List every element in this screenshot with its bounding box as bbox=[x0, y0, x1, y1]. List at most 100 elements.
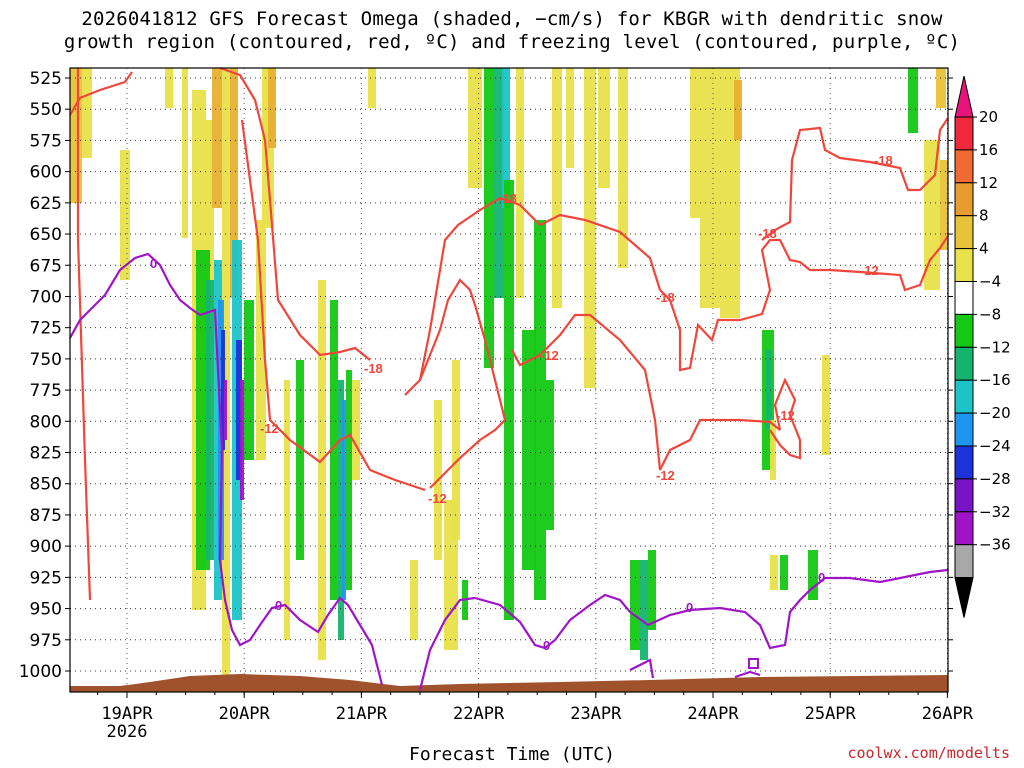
omega-patch-46 bbox=[552, 68, 562, 308]
y-tick-label-1000: 1000 bbox=[19, 662, 62, 682]
omega-patch-8 bbox=[222, 68, 230, 688]
dgz-contour-9 bbox=[761, 117, 949, 241]
dgz-contour-7 bbox=[659, 418, 781, 471]
y-tick-label-850: 850 bbox=[30, 475, 62, 495]
omega-patch-60 bbox=[770, 420, 776, 480]
omega-patch-1 bbox=[82, 68, 92, 158]
chart-title-line-1: 2026041812 GFS Forecast Omega (shaded, −… bbox=[81, 8, 943, 30]
y-tick-label-575: 575 bbox=[30, 131, 62, 151]
colorbar-segment-8 bbox=[954, 379, 974, 414]
colorbar-label-0: 20 bbox=[979, 108, 998, 126]
y-tick-label-975: 975 bbox=[30, 631, 62, 651]
colorbar: 20 16 12 8 4 −4 −8 −12 −16 −20 −24 −28 −32 −36 bbox=[954, 75, 1011, 618]
ground-terrain bbox=[70, 674, 948, 692]
omega-patch-28 bbox=[342, 400, 346, 600]
freezing-contour-2 bbox=[418, 568, 949, 691]
omega-patch-55 bbox=[700, 68, 720, 308]
contour-label-10: -12 bbox=[860, 263, 879, 278]
colorbar-segment-7 bbox=[954, 346, 974, 381]
freezing-contour-box bbox=[748, 658, 759, 669]
y-tick-label-675: 675 bbox=[30, 256, 62, 276]
y-tick-label-525: 525 bbox=[30, 69, 62, 89]
site-credit: coolwx.com/modelts bbox=[847, 744, 1010, 762]
omega-patch-47 bbox=[566, 68, 574, 168]
contour-label-6: -12 bbox=[428, 491, 447, 506]
dgz-contour-5 bbox=[418, 196, 662, 381]
contour-lines: -18 -18 -18 -18 -18 -12 -12 -12 -12 -12 -12 0 0 0 0 0 bbox=[69, 66, 949, 691]
contour-label-0: -18 bbox=[498, 191, 517, 206]
omega-patch-24 bbox=[296, 360, 304, 560]
dgz-contour-2 bbox=[219, 66, 371, 361]
colorbar-segment-9 bbox=[954, 412, 974, 447]
omega-patch-11 bbox=[206, 280, 214, 560]
omega-patch-52 bbox=[640, 560, 648, 660]
axes: 525 550 575 600 625 650 675 700 725 750 775 800 825 8… bbox=[19, 67, 974, 742]
colorbar-label-12: −32 bbox=[979, 503, 1011, 521]
y-tick-label-950: 950 bbox=[30, 600, 62, 620]
omega-patch-62 bbox=[780, 555, 788, 590]
colorbar-label-10: −24 bbox=[979, 437, 1011, 455]
x-tick-label-24APR: 24APR bbox=[687, 704, 739, 724]
omega-patch-29 bbox=[346, 370, 352, 590]
colorbar-segment-4 bbox=[954, 248, 974, 283]
omega-patch-48 bbox=[584, 68, 596, 388]
colorbar-label-3: 8 bbox=[979, 207, 989, 225]
colorbar-segment-2 bbox=[954, 182, 974, 217]
y-tick-label-725: 725 bbox=[30, 319, 62, 339]
omega-patch-17 bbox=[236, 340, 242, 480]
colorbar-label-2: 12 bbox=[979, 174, 998, 192]
y-tick-label-625: 625 bbox=[30, 194, 62, 214]
omega-patch-25 bbox=[318, 280, 326, 660]
y-tick-label-550: 550 bbox=[30, 100, 62, 120]
omega-patch-0 bbox=[70, 68, 82, 203]
x-tick-label-23APR: 23APR bbox=[570, 704, 622, 724]
omega-patch-63 bbox=[808, 550, 818, 600]
omega-patch-53 bbox=[648, 550, 656, 630]
omega-patch-65 bbox=[908, 68, 918, 133]
contour-label-2: -18 bbox=[656, 290, 675, 305]
omega-patch-7 bbox=[212, 68, 222, 208]
colorbar-top-arrow bbox=[954, 75, 974, 118]
omega-patch-54 bbox=[690, 68, 700, 218]
omega-patch-23 bbox=[284, 380, 290, 640]
omega-patch-44 bbox=[534, 220, 546, 600]
y-tick-label-825: 825 bbox=[30, 444, 62, 464]
colorbar-label-6: −8 bbox=[979, 305, 1001, 323]
y-tick-label-650: 650 bbox=[30, 225, 62, 245]
x-axis-title: Forecast Time (UTC) bbox=[409, 744, 615, 765]
omega-patch-18 bbox=[240, 380, 244, 500]
x-tick-label-19APR: 19APR bbox=[101, 704, 153, 724]
colorbar-label-13: −36 bbox=[979, 536, 1011, 554]
contour-label-14: 0 bbox=[686, 600, 693, 615]
x-tick-label-26APR: 26APR bbox=[922, 704, 974, 724]
y-tick-label-775: 775 bbox=[30, 381, 62, 401]
y-tick-label-600: 600 bbox=[30, 163, 62, 183]
omega-patch-15 bbox=[224, 380, 227, 440]
contour-label-11: 0 bbox=[150, 256, 157, 271]
colorbar-segment-3 bbox=[954, 215, 974, 250]
dgz-contour-10 bbox=[769, 377, 802, 460]
contour-label-15: 0 bbox=[818, 570, 825, 585]
y-tick-label-900: 900 bbox=[30, 537, 62, 557]
colorbar-label-9: −20 bbox=[979, 404, 1011, 422]
contour-label-3: -18 bbox=[758, 226, 777, 241]
omega-patch-22 bbox=[268, 68, 276, 148]
omega-patch-61 bbox=[770, 555, 778, 590]
omega-patch-43 bbox=[522, 330, 536, 570]
omega-patch-45 bbox=[546, 380, 554, 530]
y-tick-label-750: 750 bbox=[30, 350, 62, 370]
dgz-contour-0 bbox=[69, 71, 133, 116]
omega-patch-30 bbox=[352, 380, 360, 480]
colorbar-segment-6 bbox=[954, 313, 974, 348]
colorbar-segment-13 bbox=[954, 544, 974, 579]
dgz-contour-8 bbox=[659, 235, 949, 372]
omega-patch-67 bbox=[936, 68, 946, 108]
dgz-contour-3 bbox=[240, 119, 426, 492]
contour-label-12: 0 bbox=[275, 598, 282, 613]
y-tick-label-800: 800 bbox=[30, 412, 62, 432]
contour-label-5: -12 bbox=[260, 421, 279, 436]
omega-patch-3 bbox=[165, 68, 173, 108]
omega-patch-19 bbox=[244, 300, 254, 460]
contour-label-8: -12 bbox=[656, 468, 675, 483]
